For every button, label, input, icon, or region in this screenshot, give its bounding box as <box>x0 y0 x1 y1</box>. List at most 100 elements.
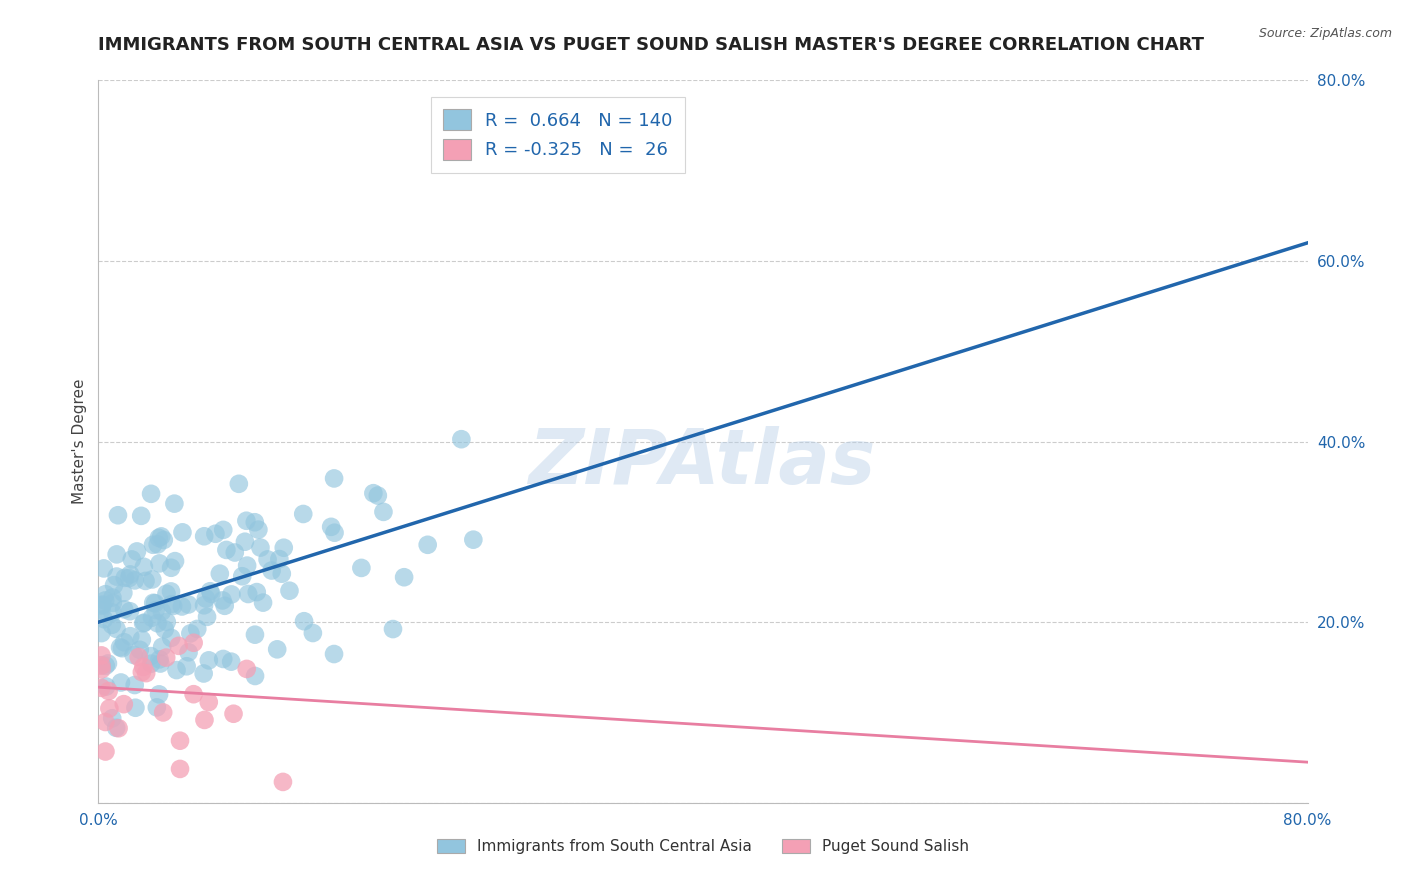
Point <box>247 523 270 537</box>
Point <box>179 626 201 640</box>
Point <box>278 583 301 598</box>
Point <box>302 626 325 640</box>
Point <box>156 615 179 629</box>
Point <box>132 616 155 631</box>
Point <box>323 471 346 485</box>
Point <box>231 569 253 583</box>
Point <box>160 631 183 645</box>
Point <box>183 636 205 650</box>
Point <box>236 558 259 573</box>
Point <box>214 599 236 613</box>
Point <box>211 593 233 607</box>
Point <box>108 640 131 655</box>
Point <box>112 697 135 711</box>
Point <box>152 706 174 720</box>
Point <box>243 669 266 683</box>
Point <box>323 525 346 540</box>
Point <box>112 635 135 649</box>
Point <box>124 700 146 714</box>
Point <box>143 596 166 610</box>
Point <box>382 622 405 636</box>
Point <box>146 537 169 551</box>
Point <box>170 599 193 614</box>
Point <box>350 561 373 575</box>
Point <box>167 639 190 653</box>
Point <box>93 612 115 626</box>
Point <box>131 632 153 647</box>
Point <box>105 569 128 583</box>
Point <box>107 721 129 735</box>
Point <box>246 585 269 599</box>
Point <box>273 541 295 555</box>
Point <box>266 642 288 657</box>
Point <box>252 596 274 610</box>
Point <box>122 648 145 662</box>
Point <box>132 559 155 574</box>
Legend: Immigrants from South Central Asia, Puget Sound Salish: Immigrants from South Central Asia, Puge… <box>432 832 974 860</box>
Text: IMMIGRANTS FROM SOUTH CENTRAL ASIA VS PUGET SOUND SALISH MASTER'S DEGREE CORRELA: IMMIGRANTS FROM SOUTH CENTRAL ASIA VS PU… <box>98 36 1205 54</box>
Point <box>112 602 135 616</box>
Point <box>107 508 129 523</box>
Point <box>219 655 242 669</box>
Point <box>114 571 136 585</box>
Point <box>103 578 125 592</box>
Point <box>194 591 217 606</box>
Point <box>142 538 165 552</box>
Point <box>235 662 257 676</box>
Point <box>101 711 124 725</box>
Point <box>212 523 235 537</box>
Point <box>373 505 395 519</box>
Point <box>94 714 117 729</box>
Point <box>169 733 191 747</box>
Point <box>292 614 315 628</box>
Point <box>97 684 120 698</box>
Point <box>160 597 183 611</box>
Point <box>212 652 235 666</box>
Point <box>177 598 200 612</box>
Point <box>125 544 148 558</box>
Point <box>146 700 169 714</box>
Point <box>177 645 200 659</box>
Point <box>260 564 283 578</box>
Point <box>183 687 205 701</box>
Point <box>163 497 186 511</box>
Point <box>193 666 215 681</box>
Point <box>105 548 128 562</box>
Point <box>135 666 157 681</box>
Point <box>124 574 146 588</box>
Point <box>292 507 315 521</box>
Point <box>94 593 117 607</box>
Point <box>271 775 294 789</box>
Point <box>233 534 256 549</box>
Point <box>176 659 198 673</box>
Point <box>98 701 121 715</box>
Point <box>367 489 389 503</box>
Point <box>193 599 215 613</box>
Point <box>198 653 221 667</box>
Point <box>142 596 165 610</box>
Point <box>134 615 156 630</box>
Point <box>150 605 173 619</box>
Point <box>186 622 208 636</box>
Point <box>238 587 260 601</box>
Point <box>166 663 188 677</box>
Point <box>392 570 415 584</box>
Point <box>269 552 291 566</box>
Text: ZIPAtlas: ZIPAtlas <box>529 426 877 500</box>
Point <box>221 587 243 601</box>
Point <box>90 681 112 695</box>
Point <box>222 706 245 721</box>
Point <box>131 665 153 679</box>
Point <box>249 541 271 555</box>
Point <box>200 587 222 601</box>
Point <box>215 543 238 558</box>
Point <box>128 642 150 657</box>
Point <box>96 680 118 694</box>
Point <box>90 648 112 663</box>
Point <box>112 586 135 600</box>
Point <box>208 566 231 581</box>
Point <box>172 525 194 540</box>
Point <box>148 557 170 571</box>
Point <box>145 603 167 617</box>
Point <box>169 762 191 776</box>
